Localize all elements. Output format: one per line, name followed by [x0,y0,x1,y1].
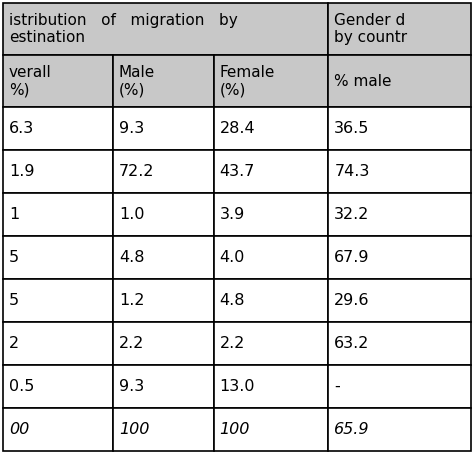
Bar [328,55,471,107]
Text: 1: 1 [9,207,19,222]
Bar [3,408,113,451]
Text: Male
(%): Male (%) [119,65,155,97]
Text: 2.2: 2.2 [219,336,245,351]
Bar [214,236,328,279]
Bar [113,322,214,365]
Text: 67.9: 67.9 [334,250,370,265]
Text: 36.5: 36.5 [334,121,370,136]
Bar [3,365,113,408]
Text: 5: 5 [9,250,19,265]
Text: 3.9: 3.9 [219,207,245,222]
Bar [328,236,471,279]
Bar [214,322,328,365]
Text: 9.3: 9.3 [119,121,144,136]
Bar [3,150,113,193]
Text: 1.0: 1.0 [119,207,145,222]
Text: 4.0: 4.0 [219,250,245,265]
Bar [3,3,328,55]
Bar [3,322,113,365]
Bar [113,107,214,150]
Text: istribution   of   migration   by
estination: istribution of migration by estination [9,13,238,45]
Text: -: - [334,379,340,394]
Bar [214,107,328,150]
Bar [328,107,471,150]
Bar [214,408,328,451]
Text: Female
(%): Female (%) [219,65,275,97]
Bar [328,193,471,236]
Bar [113,150,214,193]
Text: 4.8: 4.8 [219,293,245,308]
Text: 1.2: 1.2 [119,293,145,308]
Bar [328,279,471,322]
Bar [113,408,214,451]
Text: 9.3: 9.3 [119,379,144,394]
Bar [328,365,471,408]
Text: 2.2: 2.2 [119,336,145,351]
Text: 29.6: 29.6 [334,293,370,308]
Text: 65.9: 65.9 [334,422,370,437]
Text: 32.2: 32.2 [334,207,370,222]
Bar [113,193,214,236]
Text: 28.4: 28.4 [219,121,255,136]
Text: 74.3: 74.3 [334,164,370,179]
Bar [328,3,471,55]
Text: 63.2: 63.2 [334,336,370,351]
Text: 00: 00 [9,422,29,437]
Bar [3,279,113,322]
Text: 100: 100 [219,422,250,437]
Text: 4.8: 4.8 [119,250,145,265]
Text: Gender d
by countr: Gender d by countr [334,13,407,45]
Bar [113,236,214,279]
Bar [328,322,471,365]
Text: verall
%): verall %) [9,65,52,97]
Text: 5: 5 [9,293,19,308]
Bar [113,365,214,408]
Text: 2: 2 [9,336,19,351]
Text: 0.5: 0.5 [9,379,35,394]
Bar [214,193,328,236]
Text: 100: 100 [119,422,149,437]
Bar [113,279,214,322]
Bar [328,150,471,193]
Bar [3,193,113,236]
Bar [214,150,328,193]
Bar [3,236,113,279]
Bar [214,55,328,107]
Bar [328,408,471,451]
Bar [3,55,113,107]
Bar [113,55,214,107]
Text: 72.2: 72.2 [119,164,155,179]
Bar [214,365,328,408]
Text: 13.0: 13.0 [219,379,255,394]
Text: 6.3: 6.3 [9,121,34,136]
Text: 1.9: 1.9 [9,164,35,179]
Bar [3,107,113,150]
Bar [214,279,328,322]
Text: % male: % male [334,73,392,89]
Text: 43.7: 43.7 [219,164,255,179]
